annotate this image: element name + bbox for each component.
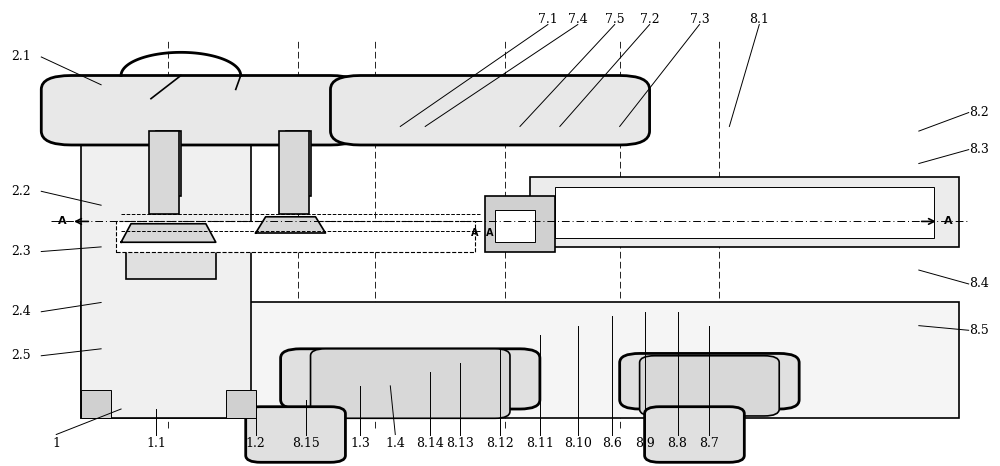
Bar	[81, 391, 111, 418]
Text: 8.14: 8.14	[416, 437, 444, 450]
Bar	[81, 103, 251, 418]
FancyBboxPatch shape	[640, 356, 779, 416]
FancyBboxPatch shape	[246, 407, 345, 462]
Text: A: A	[486, 228, 494, 238]
Polygon shape	[121, 224, 216, 242]
Text: 7.4: 7.4	[568, 14, 588, 27]
Text: 8.13: 8.13	[446, 437, 474, 450]
Text: 2.4: 2.4	[11, 305, 31, 318]
Text: 8.6: 8.6	[602, 437, 622, 450]
Bar	[530, 178, 959, 247]
Bar	[555, 187, 934, 238]
Text: 7.2: 7.2	[640, 14, 659, 27]
Text: 8.1: 8.1	[749, 14, 769, 27]
Text: 8.3: 8.3	[969, 143, 989, 156]
Text: A: A	[944, 216, 952, 226]
Text: 1.3: 1.3	[350, 437, 370, 450]
Bar	[116, 221, 475, 252]
Text: 7.1: 7.1	[538, 14, 558, 27]
Bar	[279, 131, 309, 214]
Bar	[81, 302, 959, 418]
Text: 7.5: 7.5	[605, 14, 624, 27]
Bar	[226, 391, 256, 418]
Text: 2.3: 2.3	[11, 245, 31, 258]
Text: 2.5: 2.5	[12, 349, 31, 362]
Text: 8.2: 8.2	[969, 106, 989, 119]
FancyBboxPatch shape	[41, 75, 360, 145]
Bar	[149, 131, 179, 214]
Text: 8.15: 8.15	[292, 437, 319, 450]
Text: 8.10: 8.10	[564, 437, 592, 450]
Text: 8.8: 8.8	[668, 437, 687, 450]
FancyBboxPatch shape	[281, 349, 540, 409]
Text: A: A	[471, 228, 479, 238]
Text: 1.4: 1.4	[385, 437, 405, 450]
Text: 8.5: 8.5	[969, 324, 989, 337]
Text: 8.12: 8.12	[486, 437, 514, 450]
Text: 7.3: 7.3	[690, 14, 709, 27]
Text: A: A	[58, 216, 66, 226]
Text: 2.2: 2.2	[12, 185, 31, 198]
Text: 2.1: 2.1	[11, 50, 31, 63]
Bar	[485, 196, 555, 252]
FancyBboxPatch shape	[311, 349, 510, 418]
Text: 8.9: 8.9	[635, 437, 654, 450]
Text: 8.4: 8.4	[969, 277, 989, 290]
FancyBboxPatch shape	[645, 407, 744, 462]
Text: 8.11: 8.11	[526, 437, 554, 450]
FancyBboxPatch shape	[620, 353, 799, 409]
Text: 1.2: 1.2	[246, 437, 266, 450]
Bar	[286, 131, 311, 196]
Polygon shape	[256, 217, 325, 233]
Text: 8.7: 8.7	[700, 437, 719, 450]
Text: 1: 1	[52, 437, 60, 450]
Bar	[126, 242, 216, 279]
Text: 1.1: 1.1	[146, 437, 166, 450]
Bar	[495, 210, 535, 242]
Bar	[156, 131, 181, 196]
FancyBboxPatch shape	[330, 75, 650, 145]
